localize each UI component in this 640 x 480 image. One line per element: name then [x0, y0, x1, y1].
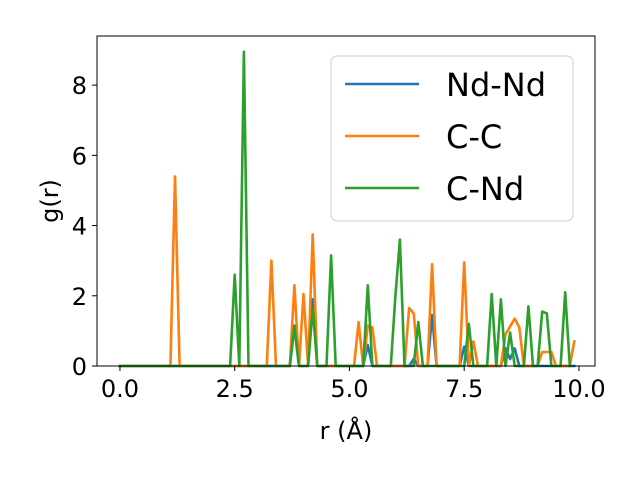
x-axis-ticks: 0.0 2.5 5.0 7.5 10.0: [101, 366, 606, 403]
y-tick-label: 0: [72, 353, 87, 381]
legend-label-c-nd: C-Nd: [446, 170, 524, 208]
y-tick-label: 6: [72, 142, 87, 170]
plot-frame: [96, 35, 596, 367]
y-axis-label: g(r): [36, 179, 64, 223]
legend-box: [330, 55, 574, 222]
legend-label-nd-nd: Nd-Nd: [446, 66, 546, 104]
y-tick-label: 4: [72, 213, 87, 241]
legend: Nd-Nd C-C C-Nd: [330, 55, 574, 222]
x-tick-label: 5.0: [330, 375, 368, 403]
y-tick-label: 2: [72, 283, 87, 311]
x-axis-label: r (Å): [320, 416, 373, 445]
x-tick-label: 10.0: [552, 375, 605, 403]
legend-entries: Nd-Nd C-C C-Nd: [345, 66, 546, 208]
x-tick-label: 2.5: [216, 375, 254, 403]
x-tick-label: 0.0: [101, 375, 139, 403]
x-tick-label: 7.5: [445, 375, 483, 403]
y-axis-ticks: 0 2 4 6 8: [72, 72, 97, 381]
legend-label-c-c: C-C: [446, 118, 502, 156]
y-tick-label: 8: [72, 72, 87, 100]
